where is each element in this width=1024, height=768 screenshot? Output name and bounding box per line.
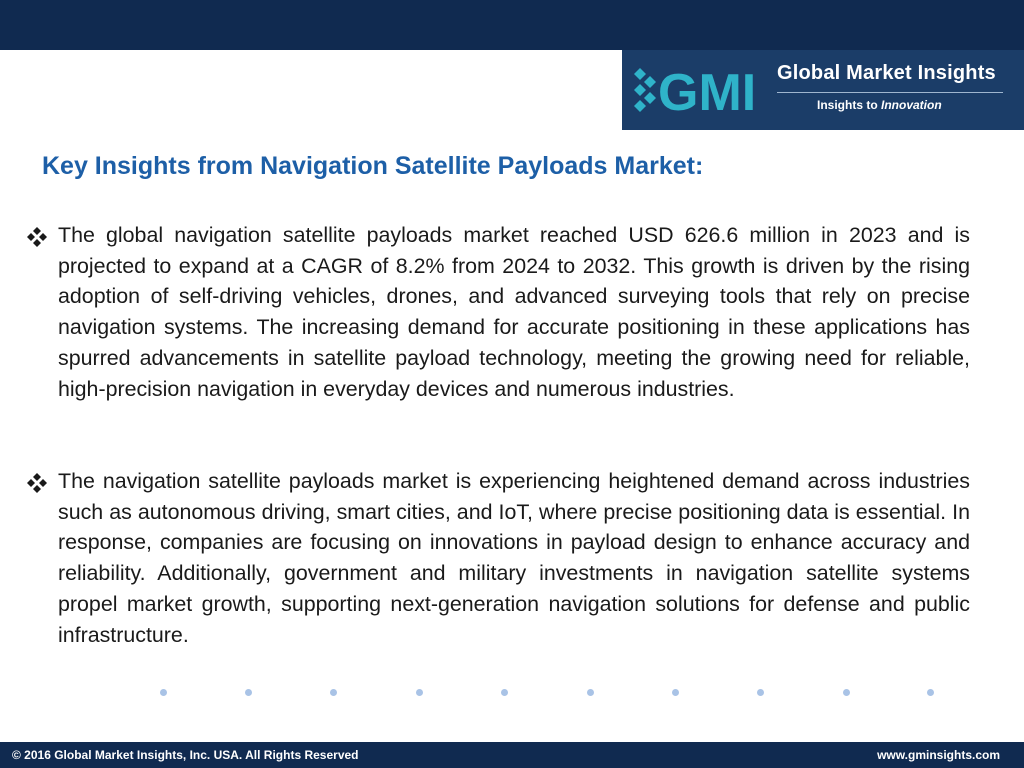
diamond-bullet-icon bbox=[27, 473, 47, 493]
footer-website-link[interactable]: www.gminsights.com bbox=[877, 748, 1000, 762]
decorative-dot-row bbox=[0, 686, 1024, 700]
diamond-bullet-icon bbox=[27, 227, 47, 247]
decorative-dot bbox=[927, 689, 934, 696]
top-header-bar bbox=[0, 0, 1024, 50]
insight-bullet-1: The global navigation satellite payloads… bbox=[58, 223, 970, 401]
footer-copyright: © 2016 Global Market Insights, Inc. USA.… bbox=[12, 748, 359, 762]
logo-mark-text: GMI bbox=[658, 64, 756, 120]
decorative-dot bbox=[843, 689, 850, 696]
logo-tagline-prefix: Insights to bbox=[817, 98, 881, 112]
page-title: Key Insights from Navigation Satellite P… bbox=[42, 152, 704, 180]
decorative-dot bbox=[160, 689, 167, 696]
decorative-dot bbox=[245, 689, 252, 696]
insight-bullet-2: The navigation satellite payloads market… bbox=[58, 469, 970, 647]
logo-divider bbox=[777, 92, 1003, 93]
decorative-dot bbox=[757, 689, 764, 696]
logo-tagline-emphasis: Innovation bbox=[881, 98, 942, 112]
gmi-logo: GMI Global Market Insights Insights to I… bbox=[622, 50, 1024, 130]
decorative-dot bbox=[330, 689, 337, 696]
decorative-dot bbox=[672, 689, 679, 696]
logo-tagline: Insights to Innovation bbox=[817, 98, 942, 112]
logo-title: Global Market Insights bbox=[777, 62, 996, 84]
footer-bar: © 2016 Global Market Insights, Inc. USA.… bbox=[0, 742, 1024, 768]
decorative-dot bbox=[416, 689, 423, 696]
gmi-logo-mark-icon: GMI bbox=[634, 64, 756, 120]
decorative-dot bbox=[587, 689, 594, 696]
decorative-dot bbox=[501, 689, 508, 696]
